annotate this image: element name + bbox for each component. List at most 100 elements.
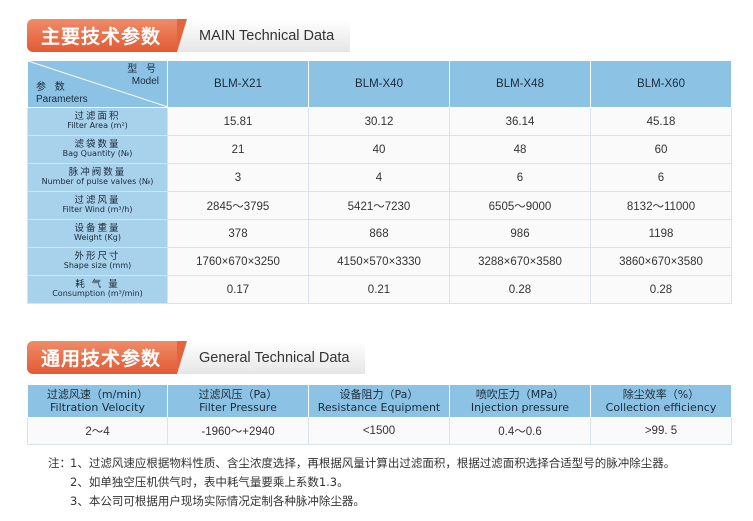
corner-model-cn: 型 号 bbox=[127, 64, 159, 75]
table-row: 过滤风量 Filter Wind (m³/h) 2845～3795 5421～7… bbox=[27, 191, 732, 220]
value-cell: 986 bbox=[449, 219, 591, 248]
value-cell: 6 bbox=[449, 163, 591, 192]
table-row: 过滤面积 Filter Area (m²) 15.81 30.12 36.14 … bbox=[27, 107, 732, 136]
note-text: 1、过滤风速应根据物料性质、含尘浓度选择，再根据风量计算出过滤面积，根据过滤面积… bbox=[70, 456, 676, 470]
param-label-en: Bag Quantity (№) bbox=[62, 149, 133, 159]
param-label-cn: 过滤面积 bbox=[74, 110, 121, 122]
corner-model-label: 型 号 Model bbox=[127, 64, 159, 87]
main-section-title-en: MAIN Technical Data bbox=[177, 19, 351, 52]
value-cell: 45.18 bbox=[590, 107, 732, 136]
table-row: 外形尺寸 Shape size (mm) 1760×670×3250 4150×… bbox=[27, 247, 732, 276]
param-label-cn: 设备重量 bbox=[74, 222, 121, 234]
value-cell: 1760×670×3250 bbox=[167, 247, 309, 276]
header-en: Resistance Equipment bbox=[317, 401, 441, 414]
value-cell: 378 bbox=[167, 219, 309, 248]
header-cn: 过滤风速（m/min） bbox=[46, 387, 149, 401]
main-section-title-cn: 主要技术参数 bbox=[27, 19, 188, 52]
corner-header-cell: 型 号 Model 参 数 Parameters bbox=[27, 60, 168, 108]
value-cell: 3860×670×3580 bbox=[590, 247, 732, 276]
model-header-cell: BLM-X40 bbox=[308, 60, 450, 108]
param-label-en: Shape size (mm) bbox=[63, 261, 132, 271]
model-header-cell: BLM-X21 bbox=[167, 60, 309, 108]
param-label-cell: 脉冲阀数量 Number of pulse valves (№) bbox=[27, 163, 168, 192]
general-section-header: 通用技术参数 General Technical Data bbox=[27, 341, 366, 374]
header-en: Collection efficiency bbox=[605, 401, 717, 414]
main-technical-table: 型 号 Model 参 数 Parameters BLM-X21 BLM-X40… bbox=[27, 60, 732, 304]
value-cell: 1198 bbox=[590, 219, 732, 248]
general-header-cell: 过滤风压（Pa） Filter Pressure bbox=[167, 384, 309, 418]
param-label-cn: 脉冲阀数量 bbox=[68, 166, 127, 178]
value-cell: 0.21 bbox=[308, 275, 450, 304]
header-en: Injection pressure bbox=[470, 401, 570, 414]
value-cell: 30.12 bbox=[308, 107, 450, 136]
value-cell: -1960～+2940 bbox=[167, 417, 309, 445]
value-cell: 48 bbox=[449, 135, 591, 164]
param-label-cell: 耗 气 量 Consumption (m³/min) bbox=[27, 275, 168, 304]
corner-param-cn: 参 数 bbox=[36, 82, 68, 93]
table-row: 滤袋数量 Bag Quantity (№) 21 40 48 60 bbox=[27, 135, 732, 164]
value-cell: 2～4 bbox=[27, 417, 168, 445]
value-cell: 36.14 bbox=[449, 107, 591, 136]
value-cell: 60 bbox=[590, 135, 732, 164]
note-text: 3、本公司可根据用户现场实际情况定制各种脉冲除尘器。 bbox=[70, 494, 365, 508]
value-cell: 40 bbox=[308, 135, 450, 164]
note-item: 2、如单独空压机供气时，表中耗气量要乘上系数1.3。 bbox=[48, 473, 675, 492]
model-header-row: 型 号 Model 参 数 Parameters BLM-X21 BLM-X40… bbox=[27, 60, 732, 108]
value-cell: <1500 bbox=[308, 417, 450, 445]
corner-param-en: Parameters bbox=[36, 93, 88, 105]
main-section-header: 主要技术参数 MAIN Technical Data bbox=[27, 19, 351, 52]
general-header-row: 过滤风速（m/min） Filtration Velocity 过滤风压（Pa）… bbox=[27, 384, 732, 418]
table-row: 2～4 -1960～+2940 <1500 0.4～0.6 >99. 5 bbox=[27, 417, 732, 445]
value-cell: 3288×670×3580 bbox=[449, 247, 591, 276]
param-label-cell: 外形尺寸 Shape size (mm) bbox=[27, 247, 168, 276]
general-section-title-en: General Technical Data bbox=[177, 341, 366, 374]
param-label-cn: 过滤风量 bbox=[74, 194, 121, 206]
note-item: 3、本公司可根据用户现场实际情况定制各种脉冲除尘器。 bbox=[48, 492, 675, 511]
value-cell: 15.81 bbox=[167, 107, 309, 136]
general-section-title-cn: 通用技术参数 bbox=[27, 341, 188, 374]
value-cell: >99. 5 bbox=[590, 417, 732, 445]
header-cn: 除尘效率（%） bbox=[622, 387, 700, 401]
table-row: 脉冲阀数量 Number of pulse valves (№) 3 4 6 6 bbox=[27, 163, 732, 192]
notes: 注： 1、过滤风速应根据物料性质、含尘浓度选择，再根据风量计算出过滤面积，根据过… bbox=[48, 454, 675, 511]
table-row: 耗 气 量 Consumption (m³/min) 0.17 0.21 0.2… bbox=[27, 275, 732, 304]
value-cell: 21 bbox=[167, 135, 309, 164]
param-label-cn: 耗 气 量 bbox=[75, 278, 120, 290]
value-cell: 0.28 bbox=[449, 275, 591, 304]
param-label-en: Number of pulse valves (№) bbox=[41, 177, 154, 187]
general-technical-table: 过滤风速（m/min） Filtration Velocity 过滤风压（Pa）… bbox=[27, 384, 732, 445]
param-label-cell: 过滤风量 Filter Wind (m³/h) bbox=[27, 191, 168, 220]
header-en: Filter Pressure bbox=[199, 401, 277, 414]
param-label-en: Consumption (m³/min) bbox=[52, 289, 143, 299]
header-cn: 过滤风压（Pa） bbox=[198, 387, 278, 401]
param-label-cell: 滤袋数量 Bag Quantity (№) bbox=[27, 135, 168, 164]
model-header-cell: BLM-X48 bbox=[449, 60, 591, 108]
corner-model-en: Model bbox=[131, 75, 159, 87]
value-cell: 8132～11000 bbox=[590, 191, 732, 220]
general-header-cell: 过滤风速（m/min） Filtration Velocity bbox=[27, 384, 168, 418]
value-cell: 0.28 bbox=[590, 275, 732, 304]
param-label-cell: 过滤面积 Filter Area (m²) bbox=[27, 107, 168, 136]
general-header-cell: 设备阻力（Pa） Resistance Equipment bbox=[308, 384, 450, 418]
note-item: 注： 1、过滤风速应根据物料性质、含尘浓度选择，再根据风量计算出过滤面积，根据过… bbox=[48, 454, 675, 473]
param-label-cell: 设备重量 Weight (Kg) bbox=[27, 219, 168, 248]
header-en: Filtration Velocity bbox=[50, 401, 145, 414]
param-label-cn: 滤袋数量 bbox=[74, 138, 121, 150]
value-cell: 6 bbox=[590, 163, 732, 192]
notes-prefix: 注： bbox=[48, 456, 71, 470]
param-label-en: Weight (Kg) bbox=[74, 233, 121, 243]
value-cell: 868 bbox=[308, 219, 450, 248]
value-cell: 0.17 bbox=[167, 275, 309, 304]
model-header-cell: BLM-X60 bbox=[590, 60, 732, 108]
value-cell: 2845～3795 bbox=[167, 191, 309, 220]
value-cell: 3 bbox=[167, 163, 309, 192]
value-cell: 5421～7230 bbox=[308, 191, 450, 220]
param-label-en: Filter Wind (m³/h) bbox=[62, 205, 133, 215]
note-text: 2、如单独空压机供气时，表中耗气量要乘上系数1.3。 bbox=[70, 475, 349, 489]
corner-param-label: 参 数 Parameters bbox=[36, 82, 88, 105]
value-cell: 4 bbox=[308, 163, 450, 192]
value-cell: 0.4～0.6 bbox=[449, 417, 591, 445]
header-cn: 设备阻力（Pa） bbox=[339, 387, 419, 401]
diagonal-divider bbox=[28, 61, 168, 107]
note-indent bbox=[48, 473, 70, 492]
